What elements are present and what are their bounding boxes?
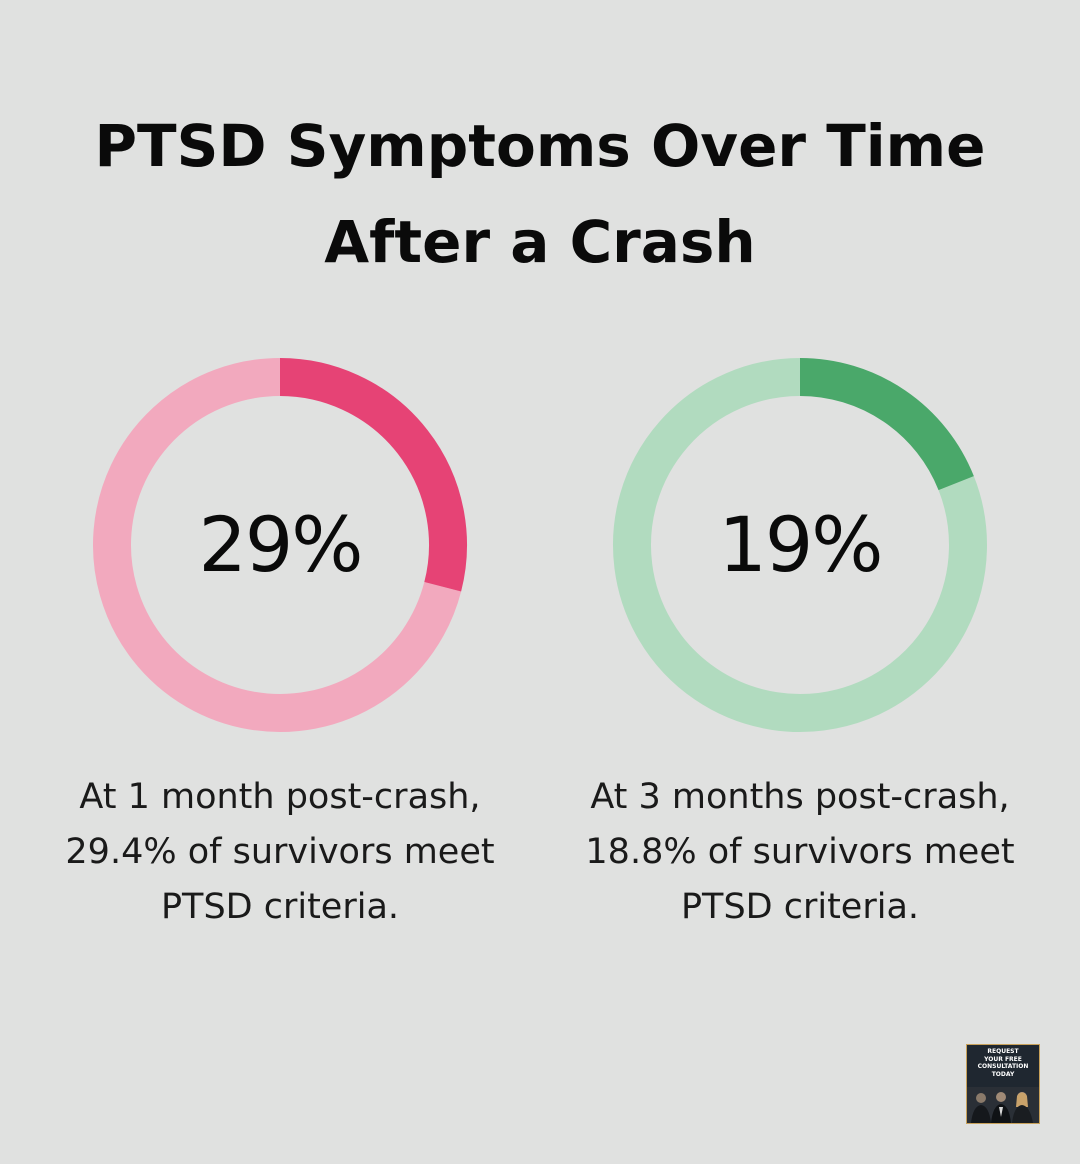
donut-1-center-label: 29% xyxy=(198,500,364,589)
donut-2-center-label: 19% xyxy=(718,500,884,589)
donut-1-caption-line-1: At 1 month post-crash, xyxy=(79,777,481,817)
cta-line-2: YOUR FREE xyxy=(984,1055,1022,1063)
donut-2-caption-line-1: At 3 months post-crash, xyxy=(590,777,1010,817)
cta-line-1: REQUEST xyxy=(987,1048,1019,1055)
donut-chart-3-months: 19% xyxy=(610,355,990,735)
donut-1-value-slice xyxy=(279,358,467,592)
cta-text: REQUEST YOUR FREE CONSULTATION TODAY xyxy=(967,1048,1039,1078)
donut-1-caption-line-3: PTSD criteria. xyxy=(160,887,400,927)
donut-chart-1-month: 29% xyxy=(90,355,470,735)
donut-2-caption-line-3: PTSD criteria. xyxy=(680,887,920,927)
donut-chart-2-svg xyxy=(613,358,987,732)
chart-title-line-2: After a Crash xyxy=(324,208,756,276)
donut-2-remainder-slice xyxy=(613,358,987,732)
team-photo-icon xyxy=(967,1087,1039,1123)
donut-2-caption-line-2: 18.8% of survivors meet xyxy=(585,832,1015,872)
chart-title-line-1: PTSD Symptoms Over Time xyxy=(94,112,986,180)
donut-1-caption: At 1 month post-crash, 29.4% of survivor… xyxy=(40,770,520,935)
donut-1-remainder-slice xyxy=(93,358,462,732)
donut-2-value-slice xyxy=(799,358,974,491)
donut-1-caption-line-2: 29.4% of survivors meet xyxy=(65,832,495,872)
donut-2-caption: At 3 months post-crash, 18.8% of survivo… xyxy=(560,770,1040,935)
cta-line-3: CONSULTATION xyxy=(977,1063,1029,1070)
chart-title: PTSD Symptoms Over Time After a Crash xyxy=(0,98,1080,290)
cta-line-4: TODAY xyxy=(991,1070,1015,1078)
donut-chart-1-svg xyxy=(93,358,467,732)
request-consultation-button[interactable]: REQUEST YOUR FREE CONSULTATION TODAY xyxy=(966,1044,1040,1124)
